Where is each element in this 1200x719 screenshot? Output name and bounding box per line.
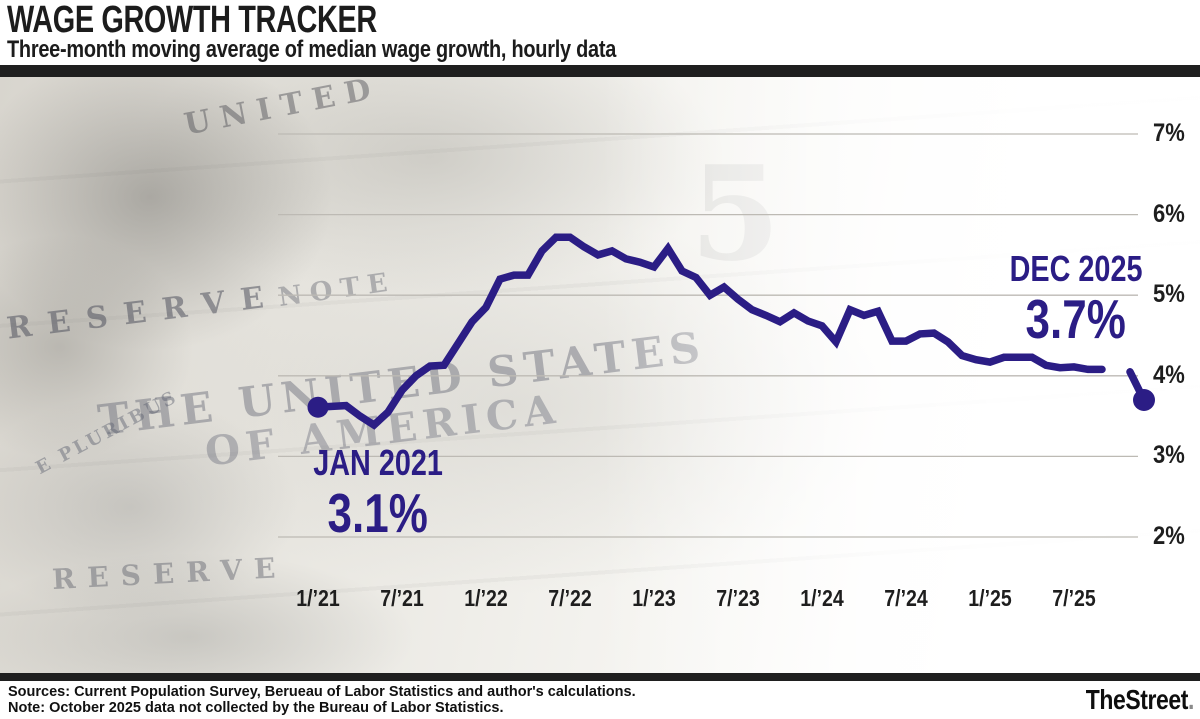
annotation-jan-2021: JAN 2021 3.1%: [288, 445, 468, 541]
thestreet-logo: TheStreet.: [1085, 684, 1195, 715]
page-subtitle: Three-month moving average of median wag…: [7, 36, 617, 63]
top-divider-bar: [0, 65, 1200, 77]
footer: Sources: Current Population Survey, Beru…: [0, 681, 1200, 719]
bottom-divider-bar: [0, 673, 1200, 681]
logo-period: .: [1188, 684, 1194, 715]
x-axis-tick-label: 1/’25: [968, 585, 1012, 611]
y-axis-tick-label: 3%: [1153, 441, 1185, 470]
line-chart: [278, 133, 1155, 538]
x-axis-tick-label: 1/’24: [800, 585, 844, 611]
x-axis-tick-label: 7/’22: [548, 585, 592, 611]
x-axis-tick-label: 7/’23: [716, 585, 760, 611]
annotation-date-label: JAN 2021: [313, 442, 443, 483]
start-point-dot: [307, 396, 329, 418]
x-axis-tick-label: 7/’24: [884, 585, 928, 611]
page-title: WAGE GROWTH TRACKER: [7, 0, 377, 41]
annotation-value-label: 3.7%: [1025, 288, 1127, 350]
x-axis-tick-label: 1/’23: [632, 585, 676, 611]
y-axis-tick-label: 2%: [1153, 522, 1185, 550]
annotation-date-label: DEC 2025: [1009, 248, 1143, 289]
y-axis-tick-label: 5%: [1153, 280, 1185, 309]
annotation-value-label: 3.1%: [327, 482, 429, 544]
chart-area: RESERVE THE UNITED STATES OF AMERICA E PLUR…: [0, 77, 1200, 673]
x-axis-tick-label: 1/’22: [464, 585, 508, 611]
x-axis-tick-label: 7/’25: [1052, 585, 1096, 611]
data-note: Note: October 2025 data not collected by…: [8, 700, 504, 716]
y-axis-tick-label: 6%: [1153, 199, 1185, 228]
y-axis-tick-label: 4%: [1153, 360, 1185, 389]
dollar-bill-background: RESERVE THE UNITED STATES OF AMERICA E PLUR…: [0, 77, 1200, 673]
x-axis-tick-label: 1/’21: [296, 585, 340, 611]
footnotes: Sources: Current Population Survey, Beru…: [8, 684, 636, 716]
wage-growth-line: [314, 233, 1106, 430]
source-note: Sources: Current Population Survey, Beru…: [8, 684, 636, 700]
annotation-dec-2025: DEC 2025 3.7%: [992, 251, 1160, 347]
end-point-dot: [1133, 389, 1155, 411]
y-axis-tick-label: 7%: [1153, 119, 1185, 147]
header: WAGE GROWTH TRACKER Three-month moving a…: [0, 0, 1200, 65]
x-axis-tick-label: 7/’21: [380, 585, 424, 611]
